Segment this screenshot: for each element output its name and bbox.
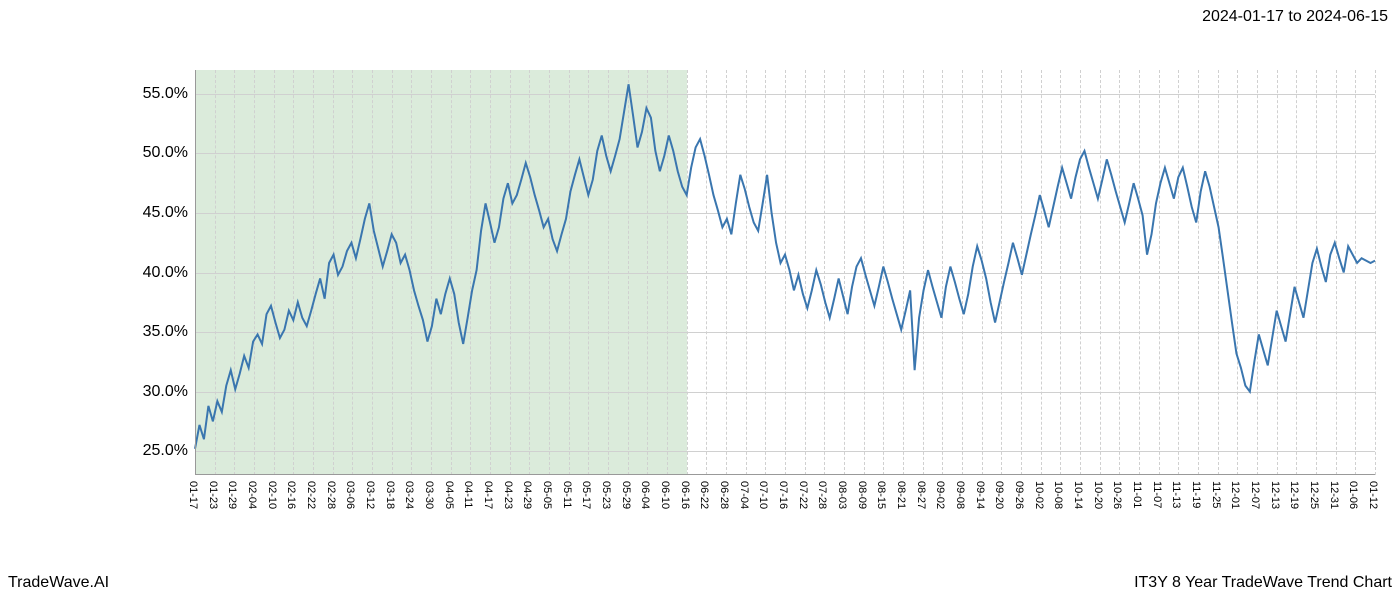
xtick-label: 07-04 — [738, 481, 750, 509]
xtick-label: 12-07 — [1249, 481, 1261, 509]
plot-area — [195, 70, 1375, 475]
xtick-label: 10-08 — [1052, 481, 1064, 509]
xtick-label: 11-07 — [1151, 481, 1163, 508]
gridline-v — [1375, 70, 1376, 475]
xtick-label: 05-05 — [541, 481, 553, 509]
xtick-label: 11-25 — [1210, 481, 1222, 508]
ytick-label: 35.0% — [118, 323, 188, 341]
xtick-label: 08-15 — [875, 481, 887, 509]
xtick-label: 12-31 — [1328, 481, 1340, 509]
axis-border — [195, 70, 1375, 475]
xtick-label: 10-02 — [1033, 481, 1045, 509]
xtick-label: 05-29 — [620, 481, 632, 509]
xtick-label: 04-11 — [462, 481, 474, 508]
chart-title: IT3Y 8 Year TradeWave Trend Chart — [1134, 574, 1392, 592]
xtick-label: 12-01 — [1229, 481, 1241, 509]
xtick-label: 02-04 — [246, 481, 258, 509]
date-range-label: 2024-01-17 to 2024-06-15 — [1202, 8, 1388, 26]
xtick-label: 06-28 — [718, 481, 730, 509]
xtick-label: 09-02 — [934, 481, 946, 509]
xtick-label: 01-23 — [207, 481, 219, 509]
ytick-label: 40.0% — [118, 264, 188, 282]
ytick-label: 25.0% — [118, 442, 188, 460]
xtick-label: 02-10 — [266, 481, 278, 509]
xtick-label: 12-13 — [1269, 481, 1281, 509]
xtick-label: 10-20 — [1092, 481, 1104, 509]
xtick-label: 09-20 — [993, 481, 1005, 509]
xtick-label: 02-28 — [325, 481, 337, 509]
xtick-label: 09-26 — [1013, 481, 1025, 509]
xtick-label: 06-22 — [698, 481, 710, 509]
xtick-label: 04-29 — [521, 481, 533, 509]
xtick-label: 06-04 — [639, 481, 651, 509]
xtick-label: 08-27 — [915, 481, 927, 509]
xtick-label: 12-25 — [1308, 481, 1320, 509]
xtick-label: 02-16 — [285, 481, 297, 509]
xtick-label: 04-17 — [482, 481, 494, 509]
xtick-label: 09-08 — [954, 481, 966, 509]
xtick-label: 03-12 — [364, 481, 376, 509]
xtick-label: 07-10 — [757, 481, 769, 509]
ytick-label: 30.0% — [118, 383, 188, 401]
xtick-label: 06-16 — [679, 481, 691, 509]
xtick-label: 11-01 — [1131, 481, 1143, 508]
xtick-label: 04-05 — [443, 481, 455, 509]
xtick-label: 05-17 — [580, 481, 592, 509]
xtick-label: 05-23 — [600, 481, 612, 509]
xtick-label: 03-18 — [384, 481, 396, 509]
ytick-label: 55.0% — [118, 85, 188, 103]
xtick-label: 08-21 — [895, 481, 907, 509]
brand-watermark: TradeWave.AI — [8, 574, 109, 592]
xtick-label: 04-23 — [502, 481, 514, 509]
xtick-label: 02-22 — [305, 481, 317, 509]
xtick-label: 08-09 — [856, 481, 868, 509]
xtick-label: 01-29 — [226, 481, 238, 509]
xtick-label: 07-28 — [816, 481, 828, 509]
xtick-label: 11-13 — [1170, 481, 1182, 508]
xtick-label: 05-11 — [561, 481, 573, 508]
xtick-label: 01-17 — [187, 481, 199, 509]
xtick-label: 12-19 — [1288, 481, 1300, 509]
xtick-label: 01-06 — [1347, 481, 1359, 509]
xtick-label: 06-10 — [659, 481, 671, 509]
xtick-label: 01-12 — [1367, 481, 1379, 509]
ytick-label: 45.0% — [118, 204, 188, 222]
xtick-label: 11-19 — [1190, 481, 1202, 508]
xtick-label: 09-14 — [974, 481, 986, 509]
xtick-label: 10-14 — [1072, 481, 1084, 509]
ytick-label: 50.0% — [118, 144, 188, 162]
xtick-label: 03-24 — [403, 481, 415, 509]
xtick-label: 07-22 — [797, 481, 809, 509]
xtick-label: 08-03 — [836, 481, 848, 509]
xtick-label: 10-26 — [1111, 481, 1123, 509]
xtick-label: 03-06 — [344, 481, 356, 509]
xtick-label: 07-16 — [777, 481, 789, 509]
xtick-label: 03-30 — [423, 481, 435, 509]
